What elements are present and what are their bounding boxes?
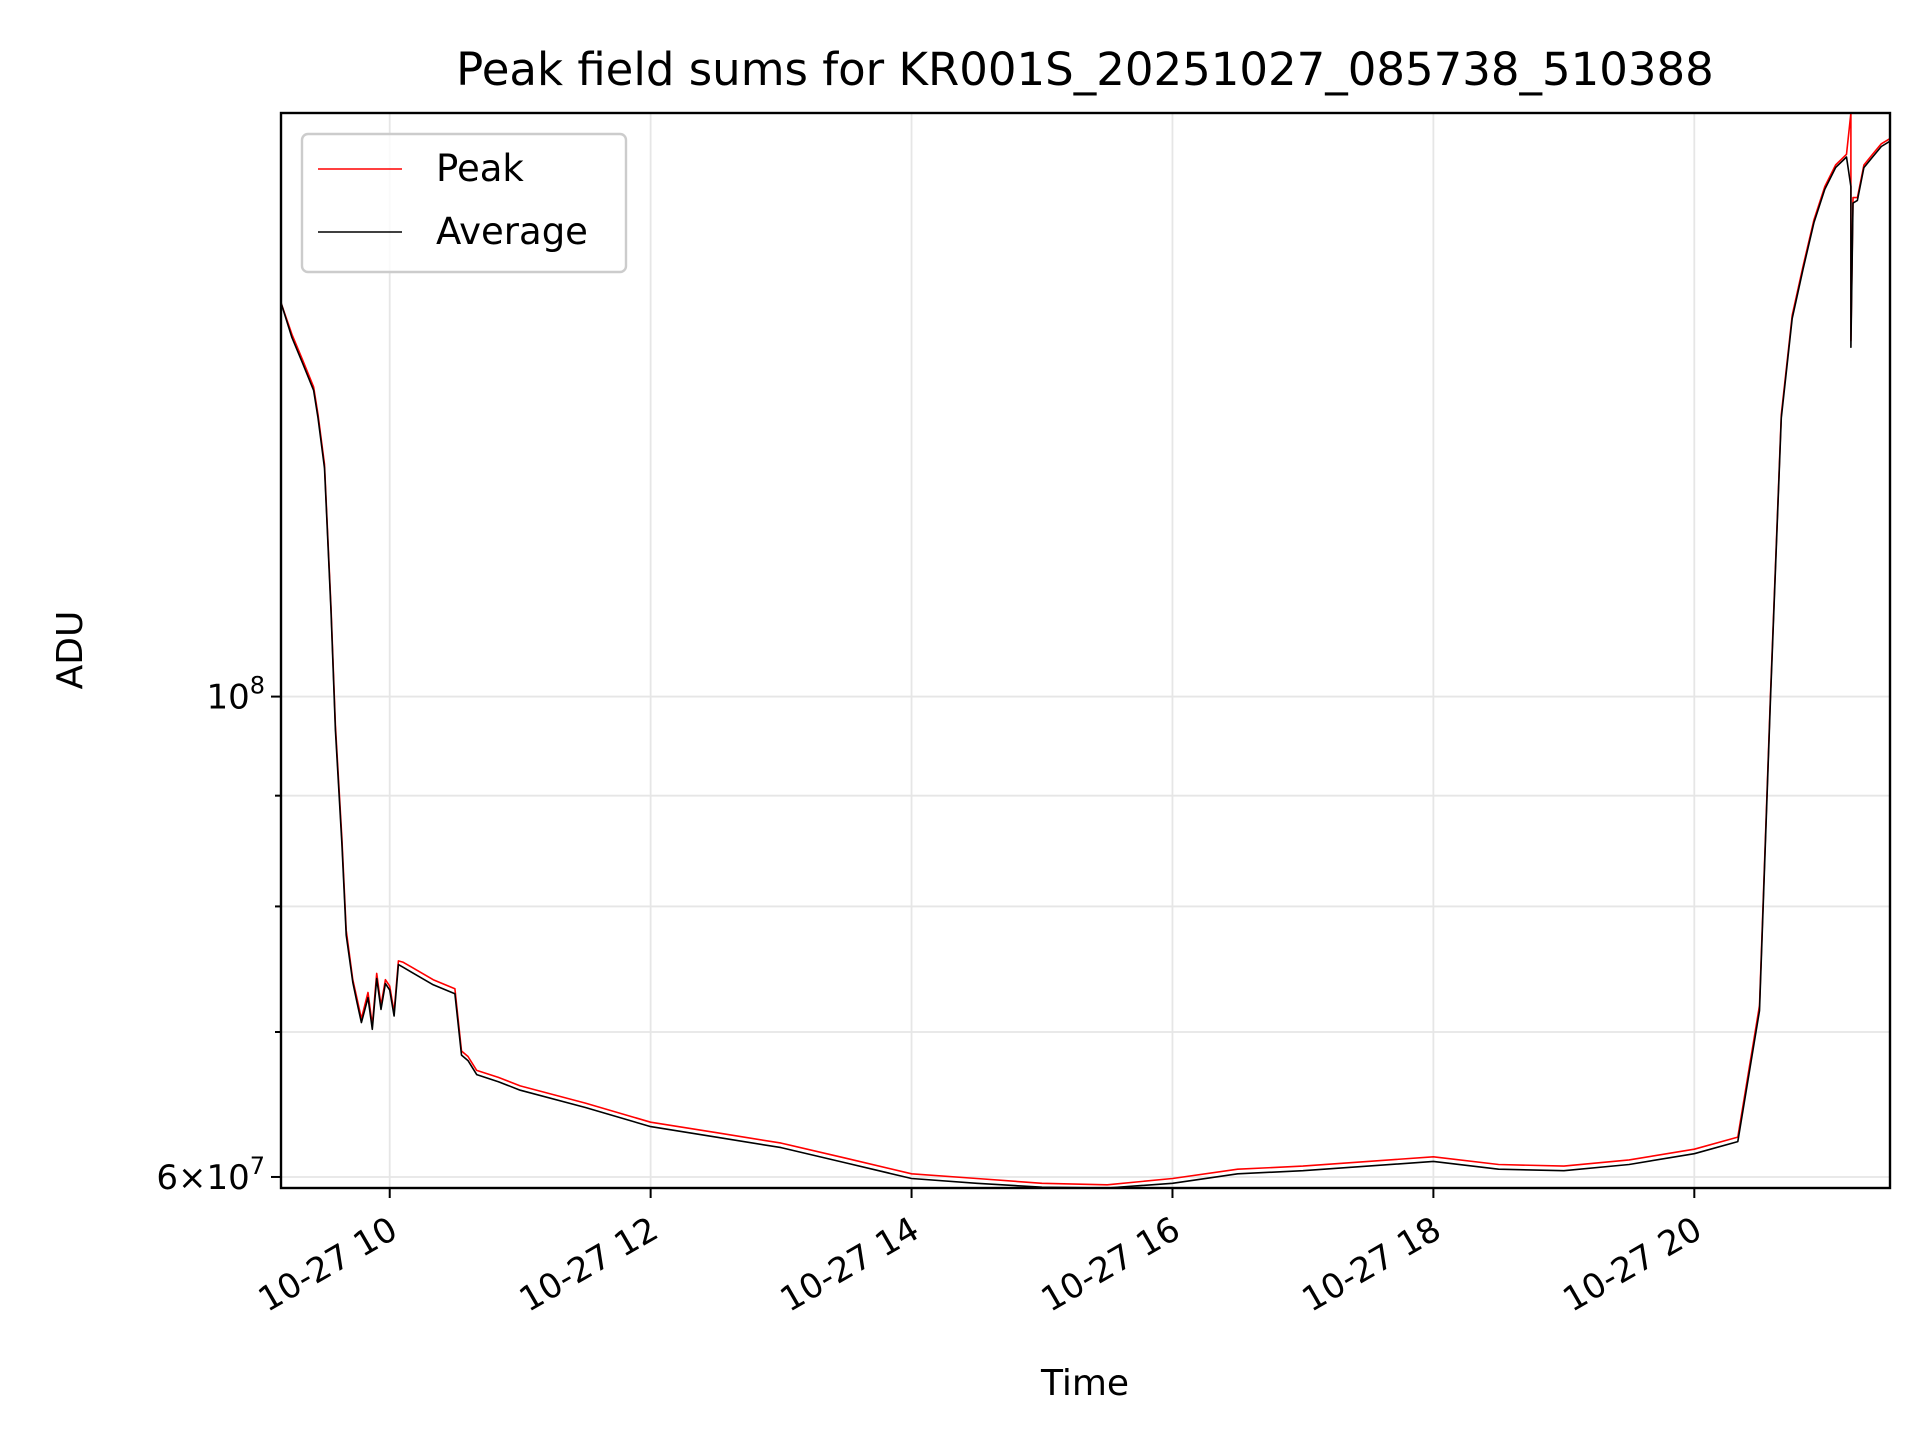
plot-background	[281, 113, 1890, 1188]
plot-area	[279, 111, 1892, 1190]
grid-layer	[281, 113, 1890, 1188]
series-layer	[280, 112, 1891, 1189]
x-axis-label: Time	[1040, 1363, 1129, 1404]
legend-label-average: Average	[436, 210, 588, 253]
legend: Peak Average	[300, 132, 628, 274]
series-line-average	[280, 140, 1891, 1189]
legend-label-peak: Peak	[436, 147, 524, 190]
axes-frame	[279, 111, 1892, 1190]
y-axis-label: ADU	[50, 611, 91, 690]
y-tick-label: 6×107	[156, 1152, 265, 1198]
chart-title: Peak field sums for KR001S_20251027_0857…	[456, 43, 1714, 96]
